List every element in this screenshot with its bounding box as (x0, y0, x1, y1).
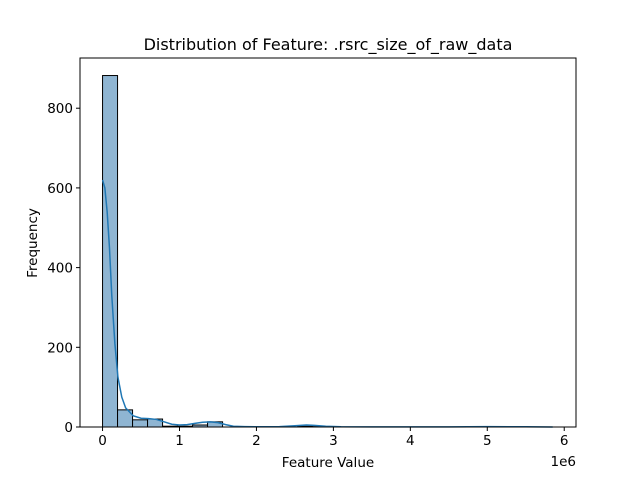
x-tick-label: 3 (329, 433, 338, 449)
chart-title: Distribution of Feature: .rsrc_size_of_r… (144, 35, 513, 55)
y-axis-ticks: 0 200 400 600 800 (47, 101, 80, 436)
x-tick-label: 0 (98, 433, 107, 449)
x-axis-offset-label: 1e6 (551, 454, 576, 470)
kde-curve-group (101, 179, 553, 428)
x-tick-label: 1 (175, 433, 184, 449)
x-tick-label: 6 (560, 433, 569, 449)
x-axis-label: Feature Value (282, 455, 374, 471)
y-tick-label: 200 (47, 340, 73, 356)
y-tick-label: 0 (64, 420, 73, 436)
y-axis-label: Frequency (25, 208, 41, 278)
axes-frame (79, 57, 577, 428)
kde-line (101, 179, 553, 428)
x-axis-ticks: 0 1 2 3 4 5 6 (98, 427, 569, 449)
y-tick-label: 400 (47, 261, 73, 277)
histogram-bar (132, 419, 149, 428)
histogram-bars (102, 75, 509, 428)
x-tick-label: 2 (252, 433, 261, 449)
x-tick-label: 5 (483, 433, 492, 449)
y-tick-label: 800 (47, 101, 73, 117)
plot-area: 0 1 2 3 4 5 6 0 200 400 600 800 (47, 57, 577, 449)
y-tick-label: 600 (47, 181, 73, 197)
x-tick-label: 4 (406, 433, 415, 449)
